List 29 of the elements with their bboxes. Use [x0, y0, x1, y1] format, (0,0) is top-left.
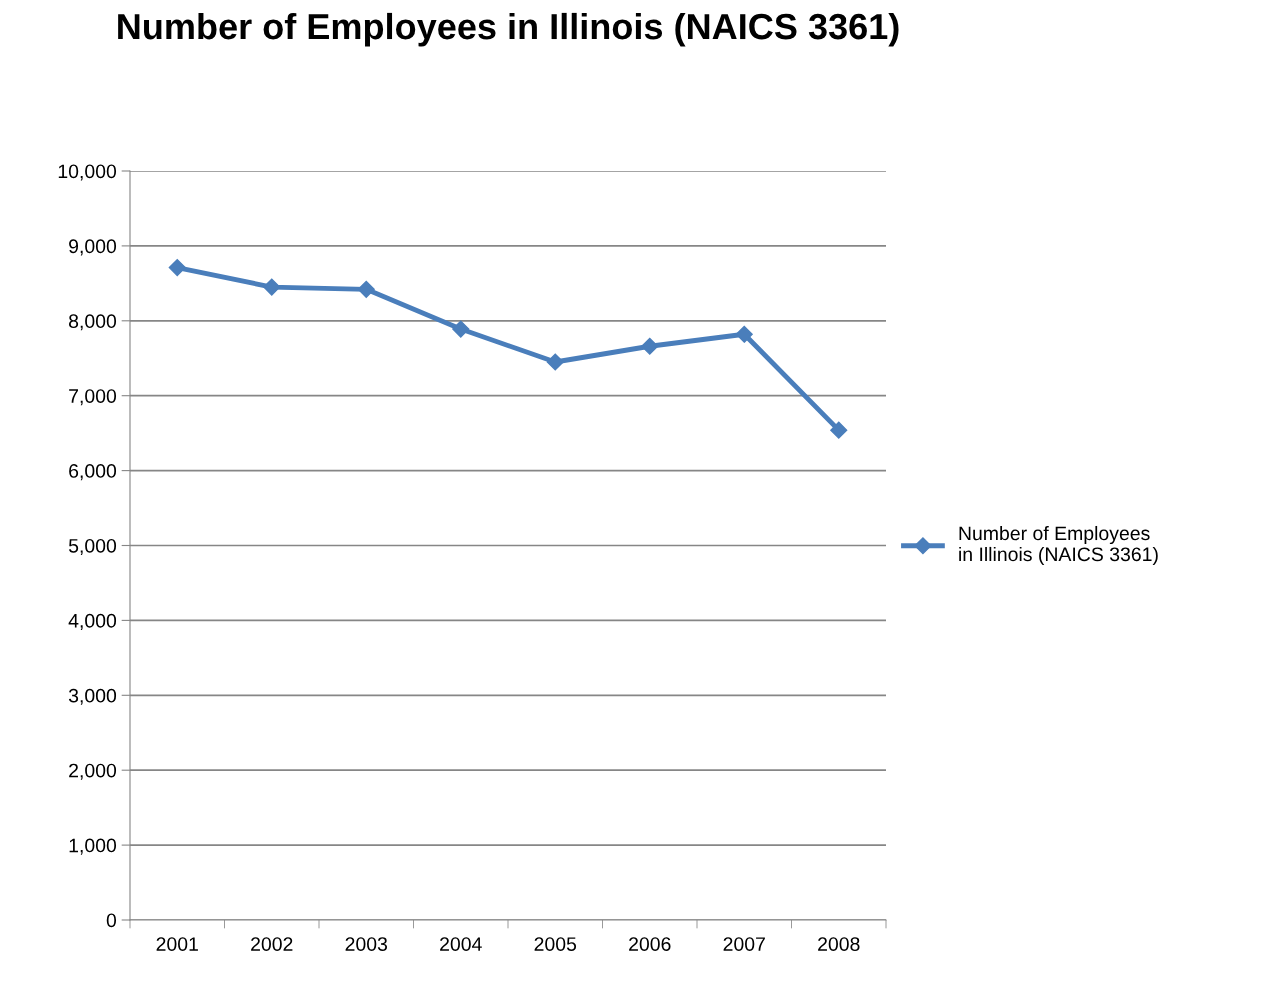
x-tick-label: 2002: [251, 937, 293, 951]
y-tick-label: 6,000: [69, 464, 117, 481]
x-tick-label: 2004: [440, 937, 482, 951]
x-tick-label: 2001: [156, 937, 198, 951]
y-tick-label: 0: [106, 913, 117, 928]
y-tick-label: 7,000: [69, 389, 117, 406]
y-tick-label: 5,000: [68, 538, 117, 556]
x-tick-label: 2006: [629, 937, 671, 951]
y-tick-label: 9,000: [69, 239, 117, 256]
point: [641, 337, 659, 355]
y-tick-label: 10,000: [58, 164, 117, 181]
point: [735, 325, 753, 343]
y-tick-label: 4,000: [68, 613, 117, 630]
point: [357, 280, 375, 298]
y-tick-label: 3,000: [68, 688, 117, 705]
point: [830, 421, 848, 439]
x-tick-label: 2005: [534, 937, 577, 951]
point: [263, 278, 281, 296]
x-tick-label: 2003: [345, 937, 388, 951]
legend-label: Number of Employees in Illinois (NAICS 3361): [959, 525, 1158, 566]
point: [168, 259, 186, 277]
y-tick-label: 2,000: [69, 763, 117, 780]
x-tick-label: 2007: [723, 937, 765, 951]
y-tick-label: 8,000: [69, 314, 117, 331]
y-tick-label: 1,000: [69, 838, 117, 855]
point: [546, 353, 564, 371]
x-tick-label: 2008: [818, 937, 860, 951]
point: [452, 320, 470, 338]
chart-title: Number of Employees in Illinois (NAICS 3361): [118, 12, 899, 47]
